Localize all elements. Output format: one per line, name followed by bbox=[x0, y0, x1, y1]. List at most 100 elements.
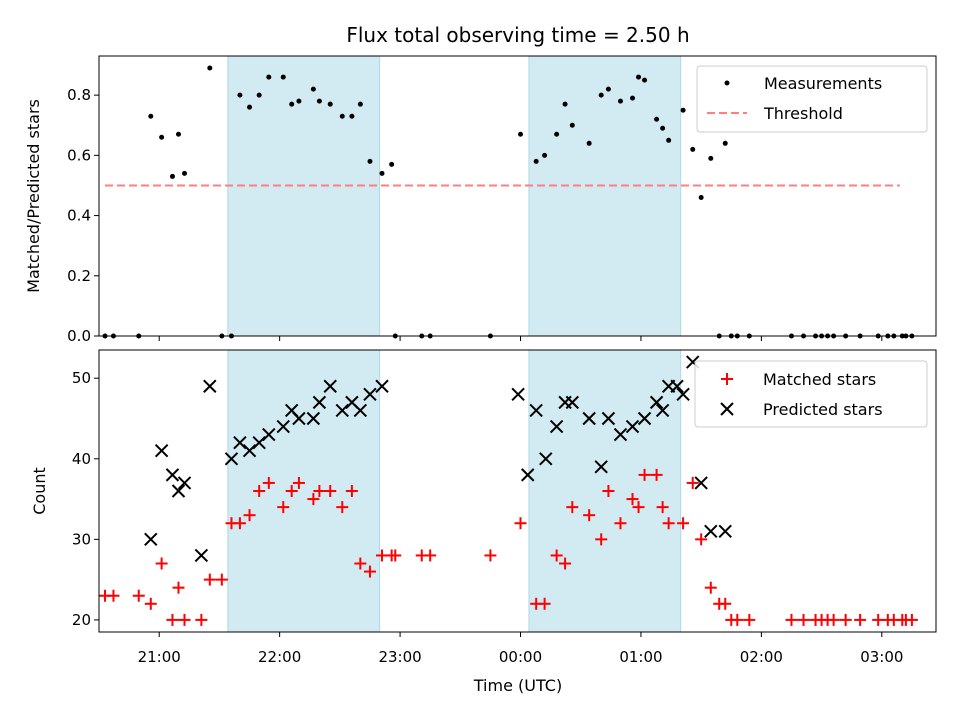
matched-star-point bbox=[854, 613, 867, 626]
predicted-star-point bbox=[252, 435, 266, 450]
measurement-point bbox=[666, 137, 672, 143]
matched-star-point bbox=[292, 476, 305, 489]
matched-star-point bbox=[172, 581, 185, 594]
bot-y-tick-label: 50 bbox=[72, 369, 91, 387]
matched-star-point bbox=[484, 549, 497, 562]
measurement-point bbox=[654, 116, 660, 122]
x-tick-label: 02:00 bbox=[740, 648, 783, 666]
predicted-star-point bbox=[323, 379, 337, 393]
measurement-point bbox=[280, 74, 286, 80]
measurement-point bbox=[207, 65, 213, 71]
legend-measurements-label: Measurements bbox=[764, 74, 882, 93]
matched-star-point bbox=[389, 549, 402, 562]
measurement-point bbox=[518, 131, 524, 137]
top-y-tick-label: 0.6 bbox=[67, 146, 91, 164]
matched-star-point bbox=[107, 589, 120, 602]
predicted-star-point bbox=[649, 395, 664, 410]
measurement-point bbox=[708, 155, 714, 161]
bot-y-tick-label: 20 bbox=[72, 611, 91, 629]
predicted-star-point bbox=[233, 435, 247, 450]
predicted-star-point bbox=[292, 411, 306, 426]
measurement-point bbox=[605, 86, 611, 92]
matched-star-point bbox=[215, 573, 228, 586]
predicted-star-point bbox=[539, 452, 553, 466]
top-shaded-interval bbox=[528, 55, 682, 337]
matched-star-point bbox=[686, 476, 699, 489]
measurement-point bbox=[569, 122, 575, 128]
predicted-star-point bbox=[594, 460, 608, 474]
top-shaded-intervals bbox=[227, 55, 682, 337]
predicted-star-point bbox=[165, 468, 180, 482]
predicted-star-point bbox=[242, 444, 257, 458]
measurement-point bbox=[642, 77, 648, 83]
measurement-point bbox=[159, 134, 165, 140]
matched-star-point bbox=[595, 533, 608, 546]
matched-star-point bbox=[132, 589, 145, 602]
top-legend-box bbox=[696, 65, 928, 133]
matched-star-point bbox=[827, 613, 840, 626]
measurement-point bbox=[598, 92, 604, 98]
predicted-star-point bbox=[194, 548, 209, 563]
measurement-point bbox=[660, 125, 666, 131]
predicted-star-point bbox=[353, 403, 368, 418]
matched-star-point bbox=[178, 613, 191, 626]
predicted-star-point bbox=[375, 379, 389, 393]
measurement-point bbox=[327, 101, 333, 107]
matched-star-point bbox=[614, 517, 627, 530]
matched-star-point bbox=[313, 485, 326, 497]
matched-star-point bbox=[155, 557, 168, 570]
predicted-star-point bbox=[306, 411, 321, 426]
matched-star-point bbox=[638, 468, 651, 481]
measurement-point bbox=[630, 95, 636, 101]
matched-star-point bbox=[514, 517, 527, 530]
predicted-star-point bbox=[582, 411, 596, 426]
top-legend: Measurements Threshold bbox=[696, 65, 928, 133]
top-y-tick-label: 0.0 bbox=[67, 327, 91, 345]
bottom-panel: 20 30 40 50 21:00 22:00 23:00 00:00 01:00 02:00 0… bbox=[30, 349, 937, 695]
matched-star-point bbox=[354, 557, 367, 570]
legend-matched-label: Matched stars bbox=[763, 370, 876, 389]
matched-star-point bbox=[785, 613, 798, 626]
measurement-point bbox=[542, 152, 548, 158]
predicted-star-point bbox=[676, 387, 690, 402]
measurement-point bbox=[310, 86, 316, 92]
predicted-star-point bbox=[613, 427, 628, 442]
x-tick-label: 03:00 bbox=[860, 648, 903, 666]
matched-star-point bbox=[324, 485, 337, 497]
measurement-point bbox=[698, 195, 704, 201]
matched-star-point bbox=[626, 493, 639, 506]
predicted-star-point bbox=[670, 379, 684, 393]
matched-star-point bbox=[583, 509, 596, 522]
matched-star-point bbox=[743, 613, 756, 626]
x-tick-label: 22:00 bbox=[258, 648, 301, 666]
matched-star-point bbox=[285, 485, 298, 497]
x-tick-label: 23:00 bbox=[378, 648, 421, 666]
bot-y-tick-label: 30 bbox=[72, 530, 91, 548]
bottom-x-ticks: 21:00 22:00 23:00 00:00 01:00 02:00 03:00 bbox=[138, 632, 903, 666]
measurement-point bbox=[237, 92, 243, 98]
matched-star-point bbox=[656, 501, 669, 514]
measurement-point bbox=[175, 131, 181, 137]
measurement-point bbox=[562, 101, 568, 107]
top-shaded-interval bbox=[227, 55, 381, 337]
measurement-point bbox=[617, 98, 623, 104]
predicted-star-point bbox=[177, 476, 192, 490]
predicted-star-point bbox=[655, 403, 670, 418]
measurement-point bbox=[680, 107, 686, 113]
top-y-ticks: 0.0 0.2 0.4 0.6 0.8 bbox=[67, 86, 99, 345]
matched-star-point bbox=[632, 501, 645, 514]
matched-star-point bbox=[650, 468, 663, 481]
matched-star-point bbox=[559, 557, 572, 570]
measurement-point bbox=[169, 173, 175, 179]
top-axes-frame bbox=[98, 55, 937, 337]
matched-star-point bbox=[662, 517, 675, 530]
measurement-point bbox=[339, 113, 345, 119]
x-axis-label: Time (UTC) bbox=[473, 676, 562, 695]
top-x-ticks bbox=[158, 336, 883, 341]
measurement-point bbox=[296, 98, 302, 104]
matched-star-point bbox=[253, 485, 266, 497]
predicted-star-point bbox=[203, 379, 217, 393]
measurement-point bbox=[349, 113, 355, 119]
predicted-star-point bbox=[171, 484, 186, 498]
